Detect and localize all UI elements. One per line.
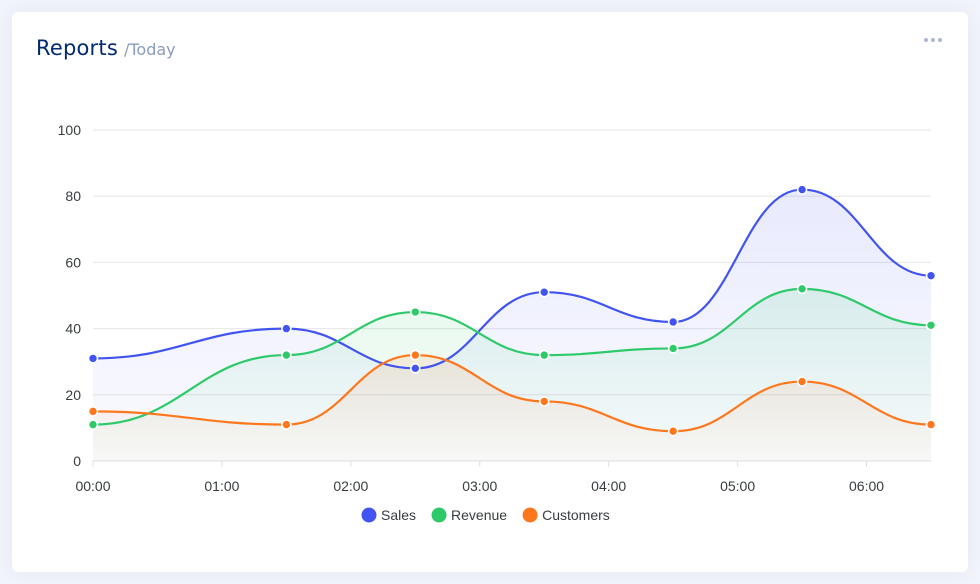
card-header: Reports /Today [36,36,176,60]
y-tick-label: 80 [65,188,81,204]
data-point-revenue [281,349,292,361]
data-point-customers [87,406,99,417]
data-point-sales [410,363,421,374]
legend-marker-revenue [431,507,447,523]
data-point-customers [796,376,808,387]
y-tick-label: 40 [65,321,81,337]
data-point-revenue [410,306,421,318]
data-point-customers [281,419,292,430]
data-point-sales [667,316,679,328]
x-tick-label: 06:00 [849,478,884,494]
data-point-sales [538,286,550,298]
data-point-customers [538,396,550,407]
data-point-revenue [538,349,550,361]
more-dot [931,38,935,42]
data-point-customers [410,349,421,361]
more-dot [924,38,928,42]
legend-label: Sales [381,507,416,523]
y-tick-label: 100 [58,122,82,138]
legend-label: Revenue [451,507,507,523]
y-tick-label: 60 [65,254,81,270]
data-point-revenue [667,343,679,354]
y-tick-label: 0 [73,453,81,469]
data-point-revenue [87,419,99,430]
x-tick-label: 00:00 [75,478,110,494]
data-point-customers [667,425,679,437]
more-options-icon[interactable] [924,34,942,46]
more-dot [938,38,942,42]
legend-label: Customers [542,507,610,523]
data-point-sales [796,184,808,195]
data-point-revenue [925,319,937,331]
x-tick-label: 01:00 [204,478,239,494]
data-point-sales [925,270,937,281]
data-point-sales [87,353,99,364]
y-tick-label: 20 [65,387,81,403]
series-area-customers [93,355,931,461]
x-tick-label: 02:00 [333,478,368,494]
data-point-sales [281,323,292,334]
data-point-customers [925,419,937,430]
legend-marker-customers [522,507,538,523]
legend-marker-sales [361,507,377,523]
x-tick-label: 05:00 [720,478,755,494]
card-subtitle: /Today [123,40,176,59]
data-point-revenue [796,283,808,295]
x-tick-label: 03:00 [462,478,497,494]
x-tick-label: 04:00 [591,478,626,494]
card-title: Reports [36,36,118,60]
